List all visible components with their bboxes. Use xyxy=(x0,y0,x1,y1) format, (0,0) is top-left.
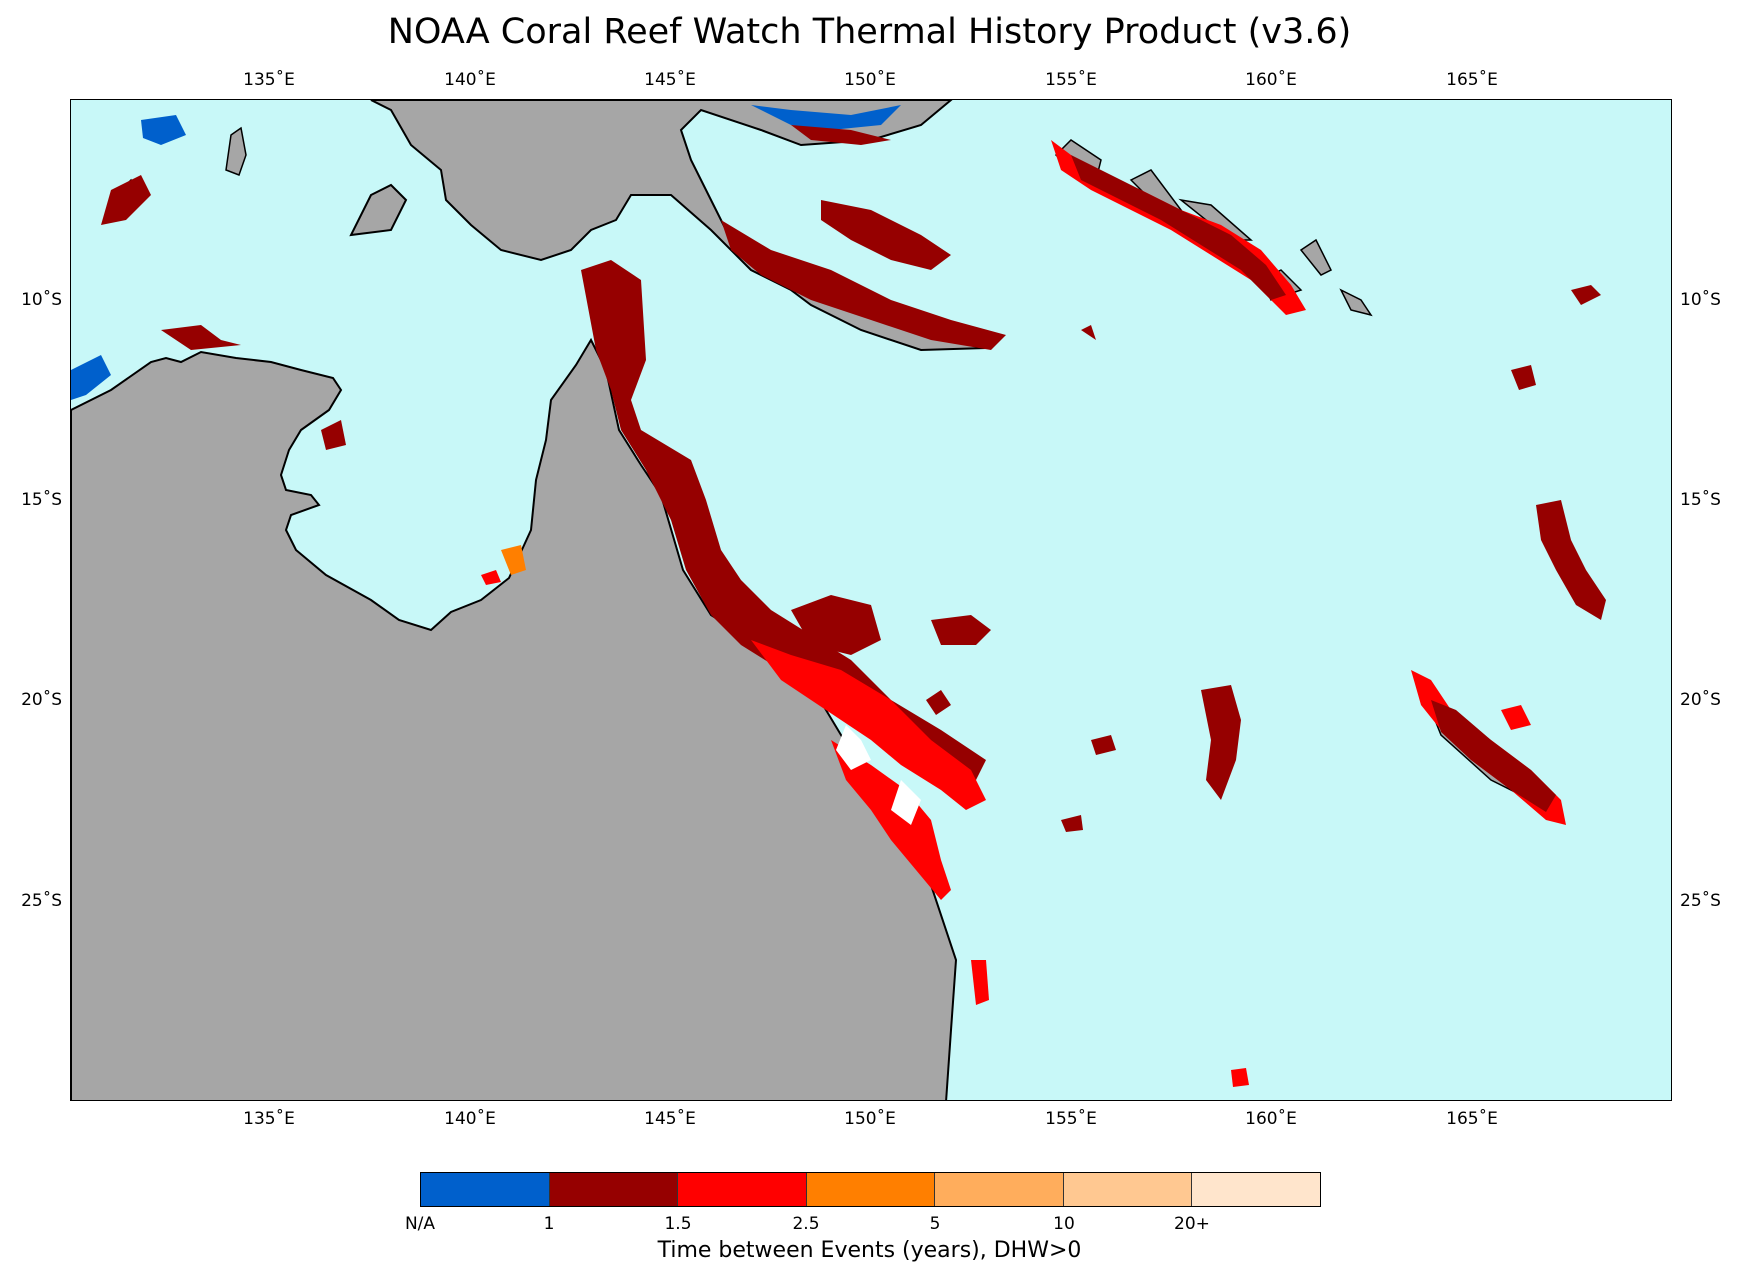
x-tick-label-bottom: 140˚E xyxy=(444,1109,496,1129)
reef-gulf-red xyxy=(481,570,501,585)
reef-gulf-orange xyxy=(501,545,526,575)
x-tick-label-bottom: 145˚E xyxy=(644,1109,696,1129)
reef-misc-1 xyxy=(1081,325,1096,340)
reef-coral-sea-2 xyxy=(931,615,991,645)
reef-dark-png-north xyxy=(791,125,891,145)
x-tick-label-top: 165˚E xyxy=(1446,70,1498,90)
reef-dark-aru xyxy=(161,325,241,350)
reef-fiji-2 xyxy=(1511,365,1536,390)
reef-fiji-1 xyxy=(1571,285,1601,305)
map-canvas xyxy=(71,100,1606,1100)
reef-gbr-red xyxy=(751,640,986,810)
y-tick-label-left: 20˚S xyxy=(21,690,62,710)
reef-gbr-white xyxy=(836,725,871,770)
colorbar-label: 2.5 xyxy=(792,1214,820,1234)
new-guinea-west-island xyxy=(349,183,408,237)
colorbar-segment-20-plus xyxy=(1192,1173,1321,1206)
reef-south-red xyxy=(971,960,989,1005)
reef-blue-nw-2 xyxy=(71,355,111,400)
colorbar xyxy=(420,1172,1321,1207)
aru-island xyxy=(225,126,247,176)
colorbar-segment-5 xyxy=(935,1173,1064,1206)
reef-loyalty-red xyxy=(1501,705,1531,730)
x-tick-label-top: 140˚E xyxy=(444,70,496,90)
x-tick-label-bottom: 160˚E xyxy=(1245,1109,1297,1129)
reef-png-dark xyxy=(721,220,1006,350)
makira-island xyxy=(1339,288,1373,317)
reef-dark-nw xyxy=(101,175,151,225)
colorbar-title: Time between Events (years), DHW>0 xyxy=(657,1238,1082,1263)
colorbar-segment-2-5 xyxy=(806,1173,936,1206)
colorbar-label: 5 xyxy=(929,1214,941,1234)
colorbar-label: N/A xyxy=(404,1214,436,1234)
reef-png-dark-2 xyxy=(821,200,951,270)
reef-blue-nw-1 xyxy=(141,115,186,145)
y-tick-label-right: 10˚S xyxy=(1680,290,1721,310)
x-tick-label-top: 150˚E xyxy=(844,70,896,90)
x-tick-label-bottom: 150˚E xyxy=(844,1109,896,1129)
colorbar-segment-1-5 xyxy=(678,1173,807,1206)
x-tick-label-top: 160˚E xyxy=(1245,70,1297,90)
colorbar-segment-10 xyxy=(1063,1173,1193,1206)
reef-new-caledonia-dark xyxy=(1431,700,1556,812)
reef-chesterfield xyxy=(1201,685,1241,800)
x-tick-label-top: 145˚E xyxy=(644,70,696,90)
reef-south-red-2 xyxy=(1231,1068,1249,1087)
colorbar-label: 10 xyxy=(1053,1214,1075,1234)
x-tick-label-bottom: 135˚E xyxy=(243,1109,295,1129)
y-tick-label-left: 15˚S xyxy=(21,490,62,510)
reef-gbr-dark xyxy=(581,260,986,780)
x-tick-label-bottom: 155˚E xyxy=(1045,1109,1097,1129)
reef-coral-sea-1 xyxy=(791,595,881,655)
y-tick-label-right: 25˚S xyxy=(1680,891,1721,911)
colorbar-label: 20+ xyxy=(1174,1214,1210,1234)
reef-gbr-white-2 xyxy=(891,780,921,825)
colorbar-label: 1.5 xyxy=(664,1214,692,1234)
reef-blue-png-north xyxy=(751,105,901,130)
x-tick-label-top: 135˚E xyxy=(243,70,295,90)
reef-misc-3 xyxy=(1061,815,1083,832)
colorbar-label: 1 xyxy=(543,1214,555,1234)
chart-title: NOAA Coral Reef Watch Thermal History Pr… xyxy=(387,12,1352,52)
colorbar-segment-na xyxy=(421,1173,550,1206)
reef-solomon-dark xyxy=(1071,155,1286,300)
y-tick-label-left: 25˚S xyxy=(21,891,62,911)
reef-vanuatu-dark xyxy=(1536,500,1606,620)
x-tick-label-top: 155˚E xyxy=(1045,70,1097,90)
reef-gbr-red-south xyxy=(831,740,951,900)
reef-coral-sea-3 xyxy=(926,690,951,715)
colorbar-segment-1 xyxy=(549,1173,679,1206)
x-tick-label-bottom: 165˚E xyxy=(1446,1109,1498,1129)
map-panel xyxy=(70,99,1672,1101)
malaita-island xyxy=(1299,238,1333,276)
reef-gulf-dark xyxy=(321,420,346,450)
y-tick-label-right: 20˚S xyxy=(1680,690,1721,710)
australia-land xyxy=(71,337,958,1100)
reef-misc-2 xyxy=(1091,735,1116,755)
y-tick-label-right: 15˚S xyxy=(1680,490,1721,510)
y-tick-label-left: 10˚S xyxy=(21,290,62,310)
